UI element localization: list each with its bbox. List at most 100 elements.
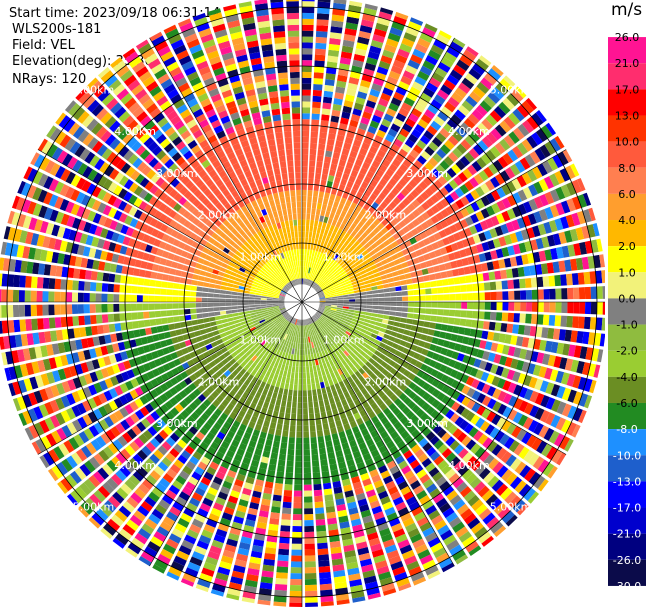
velocity-gate: [308, 401, 314, 408]
velocity-gate: [93, 382, 103, 394]
velocity-gate: [391, 522, 403, 533]
velocity-gate: [278, 337, 284, 345]
velocity-gate: [262, 289, 269, 293]
velocity-gate: [142, 295, 149, 302]
velocity-gate: [138, 189, 149, 200]
velocity-gate: [225, 501, 237, 510]
velocity-gate: [328, 169, 336, 177]
velocity-gate: [188, 266, 196, 273]
velocity-gate: [102, 481, 115, 494]
velocity-gate: [510, 335, 518, 346]
velocity-gate: [443, 155, 455, 167]
velocity-gate: [400, 430, 410, 440]
velocity-gate: [434, 249, 442, 257]
velocity-gate: [54, 165, 66, 179]
velocity-gate: [318, 191, 325, 198]
velocity-gate: [345, 22, 358, 31]
velocity-gate: [304, 272, 307, 279]
velocity-gate: [341, 289, 349, 293]
velocity-gate: [469, 477, 482, 489]
velocity-gate: [473, 358, 482, 368]
velocity-gate: [309, 273, 313, 280]
velocity-gate: [316, 424, 323, 431]
velocity-gate: [249, 556, 262, 565]
velocity-gate: [248, 299, 255, 302]
velocity-gate: [359, 340, 367, 347]
velocity-gate: [318, 137, 327, 145]
velocity-gate: [289, 590, 302, 597]
velocity-gate: [405, 410, 415, 420]
velocity-gate: [191, 241, 200, 249]
velocity-gate: [361, 260, 369, 266]
velocity-gate: [49, 162, 61, 177]
velocity-gate: [466, 387, 476, 398]
velocity-gate: [212, 269, 220, 275]
velocity-gate: [374, 154, 384, 164]
velocity-gate: [333, 486, 343, 494]
velocity-gate: [237, 305, 244, 309]
velocity-gate: [234, 277, 242, 282]
velocity-gate: [142, 429, 153, 441]
velocity-gate: [548, 275, 556, 287]
velocity-gate: [342, 246, 349, 254]
velocity-gate: [390, 306, 397, 311]
velocity-gate: [410, 480, 421, 490]
velocity-gate: [436, 239, 445, 248]
velocity-gate: [357, 278, 364, 284]
velocity-gate: [342, 172, 350, 181]
velocity-gate: [461, 302, 468, 309]
velocity-gate: [346, 328, 354, 334]
velocity-gate: [129, 514, 143, 527]
velocity-gate: [342, 191, 349, 200]
velocity-gate: [276, 566, 289, 574]
velocity-gate: [202, 398, 212, 408]
velocity-gate: [248, 352, 255, 359]
velocity-gate: [328, 397, 335, 405]
velocity-gate: [374, 420, 383, 429]
velocity-gate: [210, 481, 221, 491]
velocity-gate: [286, 328, 291, 335]
velocity-gate: [215, 350, 223, 357]
velocity-gate: [302, 360, 306, 367]
velocity-gate: [30, 152, 40, 166]
velocity-gate: [345, 555, 358, 564]
velocity-gate: [358, 199, 366, 208]
velocity-gate: [347, 314, 354, 318]
velocity-gate: [221, 281, 228, 287]
velocity-gate: [381, 247, 389, 254]
velocity-gate: [343, 544, 355, 553]
velocity-gate: [494, 173, 506, 185]
velocity-gate: [308, 231, 313, 238]
velocity-gate: [198, 534, 212, 545]
velocity-gate: [564, 230, 573, 243]
velocity-gate: [247, 374, 254, 382]
velocity-gate: [388, 248, 397, 256]
velocity-gate: [337, 68, 349, 77]
velocity-gate: [346, 131, 355, 139]
velocity-gate: [79, 148, 91, 161]
velocity-gate: [302, 278, 305, 285]
velocity-gate: [119, 294, 126, 302]
velocity-gate: [573, 287, 580, 300]
velocity-gate: [252, 384, 260, 392]
velocity-gate: [217, 566, 231, 576]
velocity-gate: [360, 239, 368, 247]
velocity-gate: [257, 399, 264, 407]
velocity-gate: [327, 175, 335, 182]
velocity-gate: [357, 228, 365, 236]
velocity-gate: [31, 361, 40, 374]
velocity-gate: [436, 256, 445, 264]
velocity-gate: [436, 391, 446, 402]
velocity-gate: [363, 280, 371, 285]
velocity-gate: [383, 251, 391, 259]
velocity-gate: [312, 347, 316, 354]
velocity-gate: [26, 261, 34, 274]
velocity-gate: [419, 554, 434, 565]
velocity-gate: [214, 315, 222, 321]
velocity-gate: [216, 417, 225, 426]
velocity-gate: [140, 336, 149, 345]
velocity-gate: [254, 333, 261, 340]
velocity-gate: [120, 322, 128, 331]
velocity-gate: [340, 230, 347, 238]
velocity-gate: [415, 346, 424, 354]
